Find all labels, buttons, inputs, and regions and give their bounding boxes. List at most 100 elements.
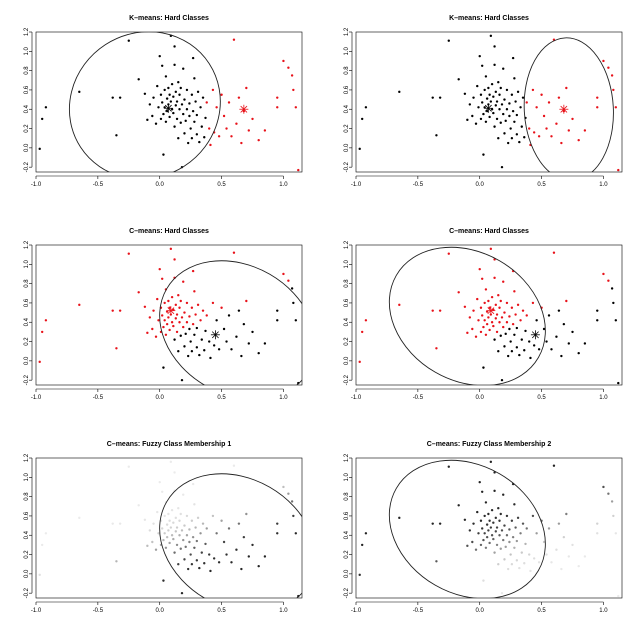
y-tick-label: 0.0 (24, 569, 30, 578)
data-point (227, 527, 231, 530)
data-point (503, 98, 506, 101)
data-point (211, 514, 215, 518)
data-point (435, 347, 438, 350)
data-point (44, 532, 48, 535)
data-point (172, 537, 175, 541)
data-point (487, 512, 490, 516)
data-point (494, 317, 498, 320)
data-point (154, 122, 158, 125)
data-point (174, 104, 178, 107)
data-point (191, 269, 195, 273)
data-point (177, 294, 180, 297)
data-point (174, 530, 178, 533)
data-point (515, 539, 519, 543)
data-point (164, 75, 168, 78)
y-tick-label: 1.0 (24, 259, 30, 268)
data-point (198, 140, 201, 144)
data-point (146, 331, 149, 335)
data-point (167, 316, 170, 319)
data-point (492, 537, 495, 541)
data-point (183, 345, 186, 348)
data-point (282, 485, 285, 489)
plot-frame (35, 244, 303, 386)
data-point (511, 322, 515, 326)
data-point (360, 543, 364, 547)
data-point (208, 340, 211, 343)
y-tick-label: 0.4 (24, 104, 30, 113)
data-point (477, 532, 480, 535)
data-point (282, 272, 285, 276)
data-point (532, 344, 536, 347)
data-point (360, 117, 364, 121)
data-point (78, 303, 81, 307)
data-point (503, 558, 506, 561)
data-point (550, 135, 553, 138)
data-point (180, 591, 184, 595)
data-point (529, 356, 532, 360)
data-point (466, 118, 469, 122)
data-point (485, 97, 489, 100)
cluster-center-marker (166, 306, 176, 316)
data-point (567, 129, 570, 132)
data-point (111, 96, 114, 99)
data-point (531, 514, 535, 518)
plot-frame (355, 457, 623, 599)
data-point (158, 54, 161, 58)
data-point (493, 551, 496, 554)
data-point (489, 247, 493, 251)
data-point (200, 551, 203, 554)
x-tick-label: -1.0 (351, 395, 362, 401)
data-point (500, 165, 504, 169)
data-point (364, 532, 368, 535)
data-point (480, 277, 484, 280)
data-point (521, 96, 525, 99)
data-point (513, 546, 516, 549)
data-point (179, 547, 182, 550)
data-point (205, 314, 208, 317)
data-point (191, 109, 195, 113)
data-point (474, 335, 478, 338)
data-point (185, 514, 189, 518)
data-point (162, 112, 165, 116)
data-point (540, 93, 543, 96)
data-point (514, 313, 517, 316)
data-point (498, 108, 501, 111)
data-point (188, 540, 191, 544)
data-point (191, 56, 195, 60)
data-point (191, 535, 195, 539)
data-point (168, 93, 171, 96)
data-point (502, 280, 505, 283)
data-point (499, 299, 502, 303)
data-point (488, 519, 491, 522)
data-point (251, 117, 254, 121)
data-point (40, 543, 44, 547)
data-point (174, 90, 178, 94)
data-point (242, 322, 246, 326)
data-point (118, 96, 122, 99)
data-point (177, 137, 180, 140)
data-point (500, 316, 504, 319)
data-point (617, 594, 620, 598)
data-point (562, 535, 566, 539)
data-point (505, 534, 509, 537)
data-point (521, 522, 525, 525)
x-tick-label: -1.0 (351, 182, 362, 188)
data-point (217, 348, 221, 351)
plot-area (38, 247, 302, 385)
data-point (524, 329, 527, 333)
data-point (493, 338, 496, 341)
data-point (525, 314, 528, 317)
chart-panel-6: C–means: Fuzzy Class Membership 2 -1.0 -0.… (344, 441, 623, 614)
data-point (607, 492, 610, 495)
data-point (204, 116, 207, 120)
data-point (471, 114, 474, 118)
data-point (535, 319, 538, 322)
data-point (482, 325, 485, 329)
data-point (478, 267, 481, 271)
data-point (497, 563, 500, 566)
data-point (514, 526, 517, 529)
data-point (151, 114, 154, 118)
data-point (493, 471, 496, 474)
data-point (287, 66, 290, 69)
y-tick-label: 0.4 (344, 530, 350, 539)
